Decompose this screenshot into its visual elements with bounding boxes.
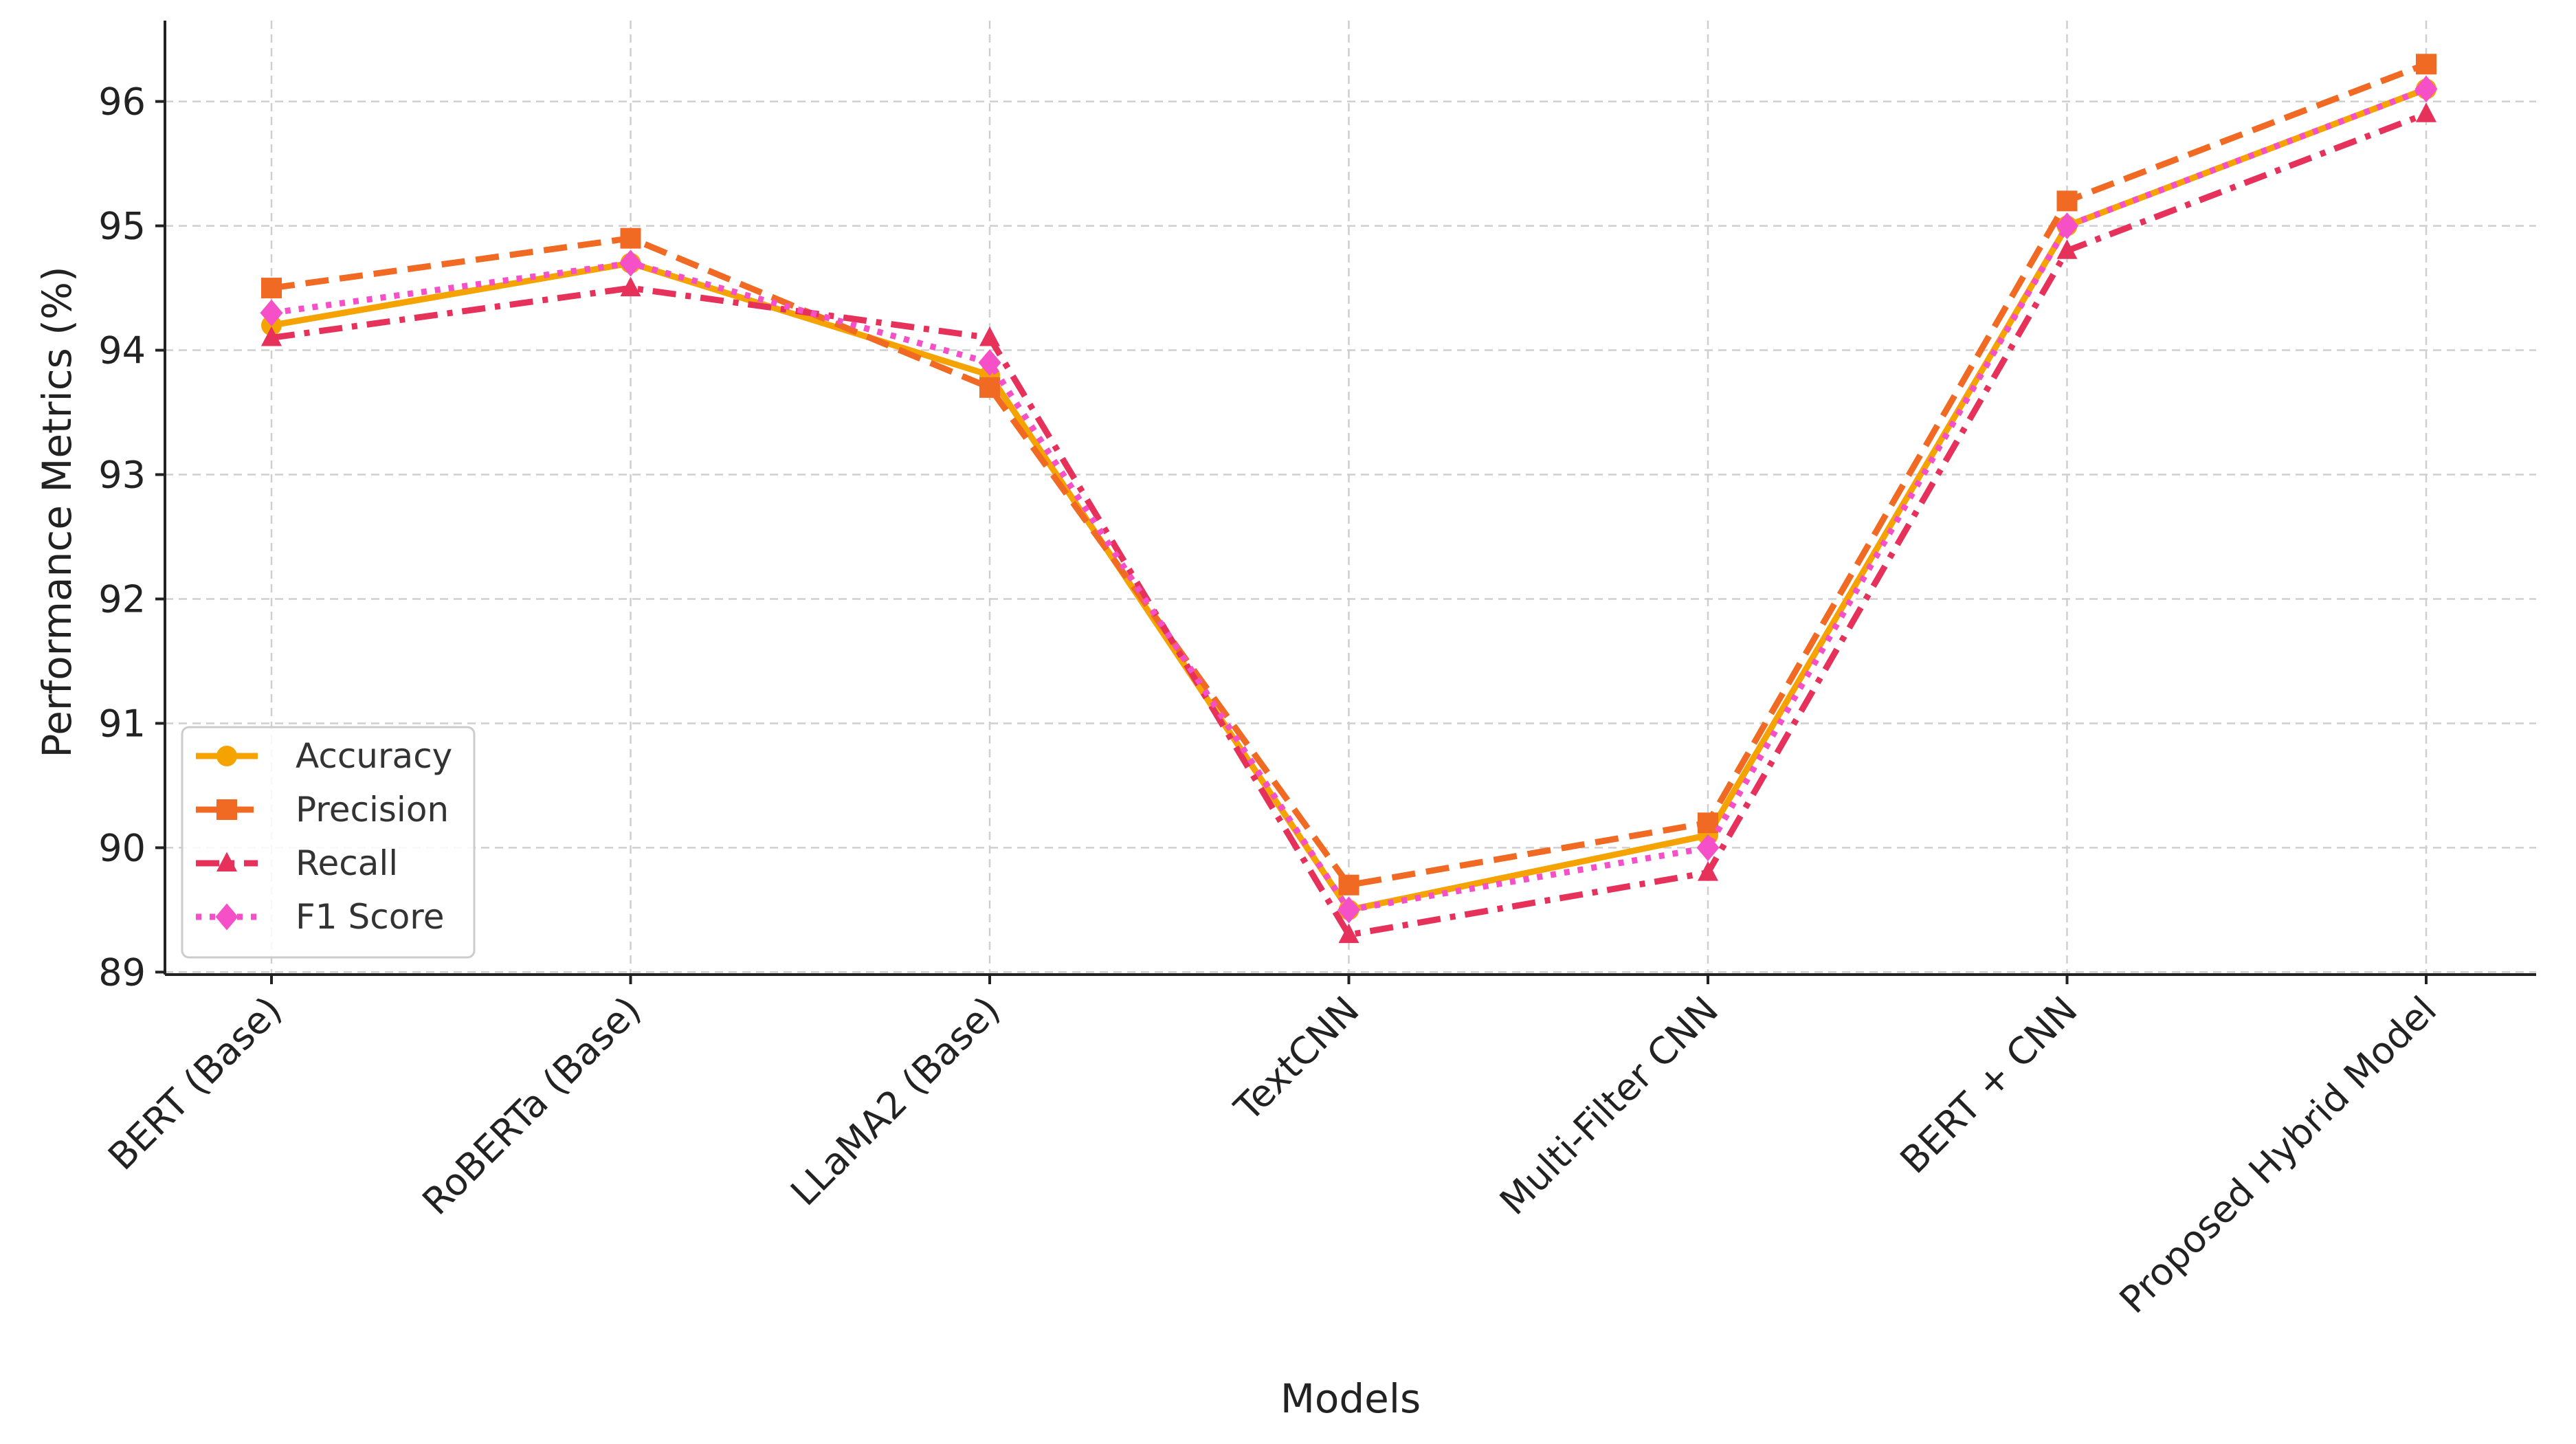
x-tick-label-6: Proposed Hybrid Model xyxy=(2111,988,2445,1322)
y-tick-label-90: 90 xyxy=(98,826,146,869)
legend-item-f1-score: F1 Score xyxy=(196,897,445,937)
x-tick-label-3: TextCNN xyxy=(1225,988,1367,1130)
data-point-precision-5 xyxy=(2056,190,2078,212)
y-tick-label-91: 91 xyxy=(98,702,146,745)
y-axis-title: Performance Metrics (%) xyxy=(34,266,80,757)
legend-label-accuracy: Accuracy xyxy=(296,736,452,776)
data-point-f1-score-1 xyxy=(619,249,642,277)
data-point-recall-6 xyxy=(2416,102,2436,122)
legend: Accuracy Precision Recall F1 Score xyxy=(181,726,476,959)
data-point-precision-6 xyxy=(2416,54,2436,75)
y-ticks: 89 90 91 92 93 94 95 96 xyxy=(98,80,165,994)
data-point-f1-score-3 xyxy=(1337,896,1360,924)
x-tick-label-0: BERT (Base) xyxy=(100,988,290,1179)
y-tick-label-93: 93 xyxy=(98,454,146,497)
data-point-f1-score-4 xyxy=(1696,834,1720,861)
x-axis-title: Models xyxy=(1280,1375,1421,1422)
data-point-precision-4 xyxy=(1698,812,1718,834)
legend-item-recall: Recall xyxy=(196,843,398,883)
legend-item-accuracy: Accuracy xyxy=(196,736,452,776)
data-point-precision-0 xyxy=(261,278,282,299)
series-recall xyxy=(261,102,2436,944)
data-point-precision-2 xyxy=(979,377,1000,398)
data-point-recall-2 xyxy=(979,326,1000,346)
y-tick-label-89: 89 xyxy=(98,951,146,994)
axes xyxy=(164,21,2536,976)
data-point-f1-score-6 xyxy=(2414,76,2438,103)
legend-box xyxy=(181,726,476,959)
x-tick-label-1: RoBERTa (Base) xyxy=(414,988,649,1223)
data-point-recall-1 xyxy=(620,276,641,297)
series-layer xyxy=(260,54,2438,944)
x-tick-label-2: LLaMA2 (Base) xyxy=(782,988,1008,1214)
data-point-recall-0 xyxy=(261,326,282,346)
legend-label-precision: Precision xyxy=(296,790,449,830)
data-point-f1-score-2 xyxy=(978,349,1001,377)
legend-marker-f1-score xyxy=(215,903,238,931)
legend-marker-accuracy xyxy=(216,746,237,766)
x-tick-label-4: Multi-Filter CNN xyxy=(1491,988,1726,1223)
legend-label-f1-score: F1 Score xyxy=(296,897,445,937)
y-tick-label-94: 94 xyxy=(98,329,146,373)
legend-item-precision: Precision xyxy=(196,790,449,830)
data-point-recall-3 xyxy=(1338,923,1359,944)
series-line-accuracy xyxy=(271,86,2428,913)
data-point-recall-4 xyxy=(1698,861,1718,881)
data-point-recall-5 xyxy=(2056,239,2078,259)
data-point-precision-3 xyxy=(1338,874,1359,896)
data-point-precision-1 xyxy=(620,227,641,249)
data-point-f1-score-5 xyxy=(2056,212,2078,240)
series-f1-score xyxy=(260,76,2438,924)
series-precision xyxy=(261,54,2436,896)
data-point-f1-score-0 xyxy=(260,299,283,326)
y-tick-label-92: 92 xyxy=(98,577,146,621)
legend-label-recall: Recall xyxy=(296,843,398,883)
legend-marker-recall xyxy=(216,852,237,871)
y-tick-label-96: 96 xyxy=(98,80,146,124)
x-ticks: BERT (Base) RoBERTa (Base) LLaMA2 (Base) Te… xyxy=(100,975,2445,1322)
grid-lines xyxy=(165,21,2536,975)
legend-marker-precision xyxy=(216,799,237,820)
y-tick-label-95: 95 xyxy=(98,205,146,248)
x-tick-label-5: BERT + CNN xyxy=(1892,988,2086,1182)
